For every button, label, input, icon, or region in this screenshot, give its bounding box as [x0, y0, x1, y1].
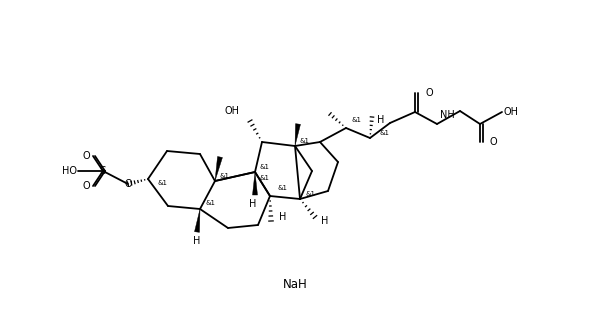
- Text: O: O: [82, 151, 90, 161]
- Text: S: S: [100, 166, 106, 176]
- Text: H: H: [194, 236, 201, 246]
- Text: &1: &1: [305, 191, 315, 197]
- Text: OH: OH: [225, 106, 240, 116]
- Text: O: O: [490, 137, 497, 147]
- Text: H: H: [377, 115, 384, 125]
- Text: O: O: [82, 181, 90, 191]
- Text: H: H: [321, 216, 329, 226]
- Text: OH: OH: [503, 107, 518, 117]
- Text: O: O: [425, 88, 432, 98]
- Polygon shape: [215, 156, 222, 181]
- Text: &1: &1: [380, 130, 390, 136]
- Text: &1: &1: [158, 180, 168, 186]
- Text: &1: &1: [260, 164, 270, 170]
- Polygon shape: [195, 209, 200, 232]
- Text: NH: NH: [440, 110, 455, 120]
- Text: H: H: [279, 212, 286, 222]
- Text: H: H: [250, 199, 257, 209]
- Polygon shape: [295, 124, 300, 146]
- Text: &1: &1: [277, 185, 287, 191]
- Text: &1: &1: [351, 117, 361, 123]
- Text: HO: HO: [62, 166, 77, 176]
- Polygon shape: [253, 172, 257, 195]
- Text: &1: &1: [220, 173, 230, 179]
- Text: &1: &1: [260, 175, 270, 181]
- Text: NaH: NaH: [283, 278, 307, 290]
- Text: O: O: [124, 179, 132, 189]
- Text: &1: &1: [300, 138, 310, 144]
- Text: &1: &1: [206, 200, 216, 206]
